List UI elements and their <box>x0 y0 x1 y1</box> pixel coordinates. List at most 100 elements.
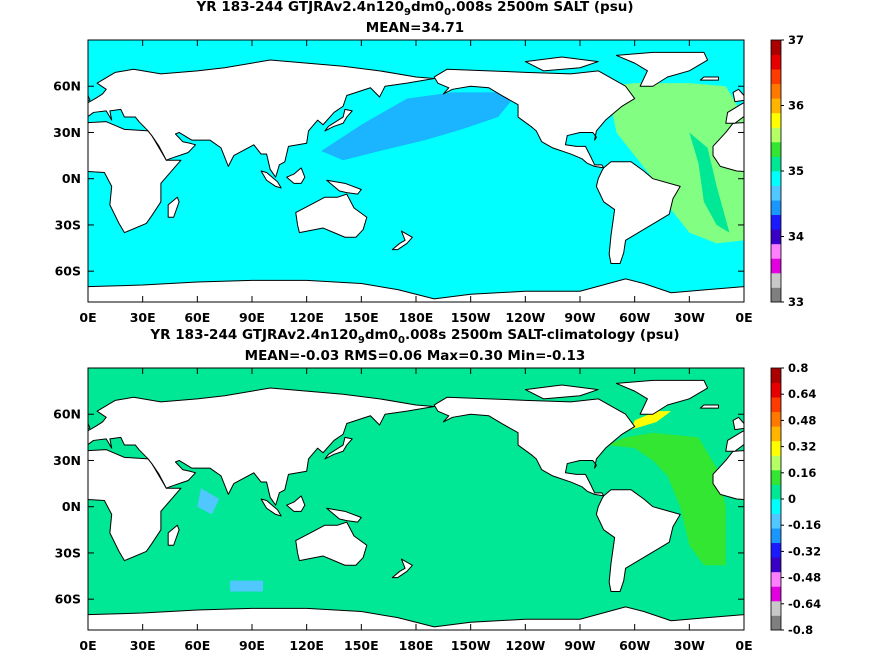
colorbar-swatch <box>771 411 781 427</box>
land-south-america <box>595 489 681 592</box>
panel-salinity: YR 183-244 GTJRAv2.4n1209dm00.008s 2500m… <box>53 0 804 325</box>
land-north-america <box>433 68 636 169</box>
colorbar-swatch <box>771 484 781 500</box>
colorbar-swatch <box>771 571 781 587</box>
land-australia <box>295 521 368 566</box>
colorbar-swatch <box>771 54 781 70</box>
land-iceland <box>699 76 719 81</box>
land-africa <box>88 449 182 562</box>
colorbar-swatch <box>771 229 781 245</box>
x-tick-label: 30E <box>130 310 156 325</box>
x-tick-label: 150E <box>344 638 379 653</box>
land-africa <box>712 122 744 172</box>
land-japan <box>324 436 353 460</box>
x-tick-label: 30W <box>674 638 705 653</box>
colorbar-tick-label: 0.8 <box>788 361 808 375</box>
land-sumatra <box>260 498 282 517</box>
colorbar-swatch <box>771 499 781 514</box>
colorbar-swatch <box>771 469 781 485</box>
colorbar-swatch <box>771 287 781 303</box>
x-tick-label: 60E <box>184 638 210 653</box>
colorbar-swatch <box>771 40 781 55</box>
x-tick-label: 120E <box>289 638 324 653</box>
colorbar-swatch <box>771 171 781 186</box>
x-tick-label: 90W <box>564 310 595 325</box>
colorbar-tick-label: 0.32 <box>788 440 816 454</box>
land-eurasia <box>725 430 744 452</box>
x-tick-label: 30W <box>674 310 705 325</box>
x-tick-label: 0E <box>79 310 96 325</box>
panel2-subtitle: MEAN=-0.03 RMS=0.06 Max=0.30 Min=-0.13 <box>245 348 586 364</box>
colorbar-swatch <box>771 397 781 413</box>
x-tick-label: 120E <box>289 310 324 325</box>
land-iceland <box>699 404 719 409</box>
colorbar-swatch <box>771 542 781 558</box>
region-labrador_sea <box>631 411 672 430</box>
x-tick-label: 150W <box>451 638 491 653</box>
panel-salinity-bias: YR 183-244 GTJRAv2.4n1209dm00.008s 2500m… <box>53 327 821 653</box>
land-new-guinea <box>326 507 362 523</box>
colorbar-swatch <box>771 615 781 631</box>
y-tick-label: 30N <box>53 453 81 468</box>
colorbar-swatch <box>771 272 781 288</box>
x-tick-label: 0E <box>735 638 752 653</box>
land-japan <box>324 108 353 132</box>
colorbar-swatch <box>771 426 781 442</box>
region-north_atlantic <box>607 432 726 566</box>
land-africa <box>712 450 744 500</box>
x-tick-label: 90E <box>239 310 265 325</box>
colorbar-tick-label: 36 <box>788 99 804 113</box>
x-tick-label: 0E <box>79 638 96 653</box>
y-tick-label: 0N <box>62 499 81 514</box>
land-africa <box>88 121 182 234</box>
colorbar-tick-label: 34 <box>788 230 804 244</box>
land-eurasia <box>725 102 744 124</box>
land-new-zealand <box>391 230 413 251</box>
colorbar-swatch <box>771 513 781 529</box>
x-tick-label: 120W <box>505 638 545 653</box>
land-eurasia <box>88 387 435 506</box>
colorbar-swatch <box>771 600 781 616</box>
panel1-map <box>88 40 744 302</box>
y-tick-label: 60N <box>53 79 81 94</box>
panel2-title: YR 183-244 GTJRAv2.4n1209dm00.008s 2500m… <box>149 327 679 346</box>
land-arctic-islands <box>524 384 599 400</box>
land-new-guinea <box>326 179 362 195</box>
region-indian_ocean_patches-b <box>230 580 263 592</box>
panel1-title: YR 183-244 GTJRAv2.4n1209dm00.008s 2500m… <box>195 0 633 18</box>
panel2-axes: 0E 30E 60E 90E 120E 150E 180E 150W 120W 90W 60W 30W… <box>53 367 753 653</box>
colorbar-tick-label: -0.32 <box>788 544 821 558</box>
panel1-axes: 0E 30E 60E 90E 120E 150E 180E 150W 120W 90W 60W 30W… <box>53 39 753 325</box>
x-tick-label: 180E <box>399 638 434 653</box>
colorbar-tick-label: 0.48 <box>788 413 816 427</box>
colorbar-swatch <box>771 455 781 471</box>
colorbar-swatch <box>771 258 781 274</box>
x-tick-label: 60E <box>184 310 210 325</box>
land-australia <box>295 193 368 238</box>
y-tick-label: 0N <box>62 171 81 186</box>
land-borneo <box>286 167 306 184</box>
x-tick-label: 90W <box>564 638 595 653</box>
x-tick-label: 60W <box>619 638 650 653</box>
x-tick-label: 150E <box>344 310 379 325</box>
colorbar-tick-label: -0.64 <box>788 597 821 611</box>
colorbar-tick-label: 0.16 <box>788 466 816 480</box>
x-tick-label: 120W <box>505 310 545 325</box>
colorbar-swatch <box>771 586 781 602</box>
land-arctic-islands <box>524 56 599 72</box>
region-deep_atlantic_core <box>689 132 730 233</box>
colorbar-swatch <box>771 528 781 544</box>
colorbar-tick-label: -0.48 <box>788 571 821 585</box>
colorbar-tick-label: 35 <box>788 164 804 178</box>
colorbar-swatch <box>771 83 781 99</box>
land-north-america <box>433 396 636 497</box>
colorbar-swatch <box>771 440 781 456</box>
colorbar-tick-label: -0.16 <box>788 518 821 532</box>
panel1-colorbar: 37 36 35 34 33 <box>770 33 804 309</box>
panel2-map <box>88 368 744 630</box>
x-tick-label: 90E <box>239 638 265 653</box>
x-tick-label: 150W <box>451 310 491 325</box>
colorbar-tick-label: 37 <box>788 33 804 47</box>
colorbar-tick-label: 33 <box>788 295 804 309</box>
land-south-america <box>595 161 681 264</box>
